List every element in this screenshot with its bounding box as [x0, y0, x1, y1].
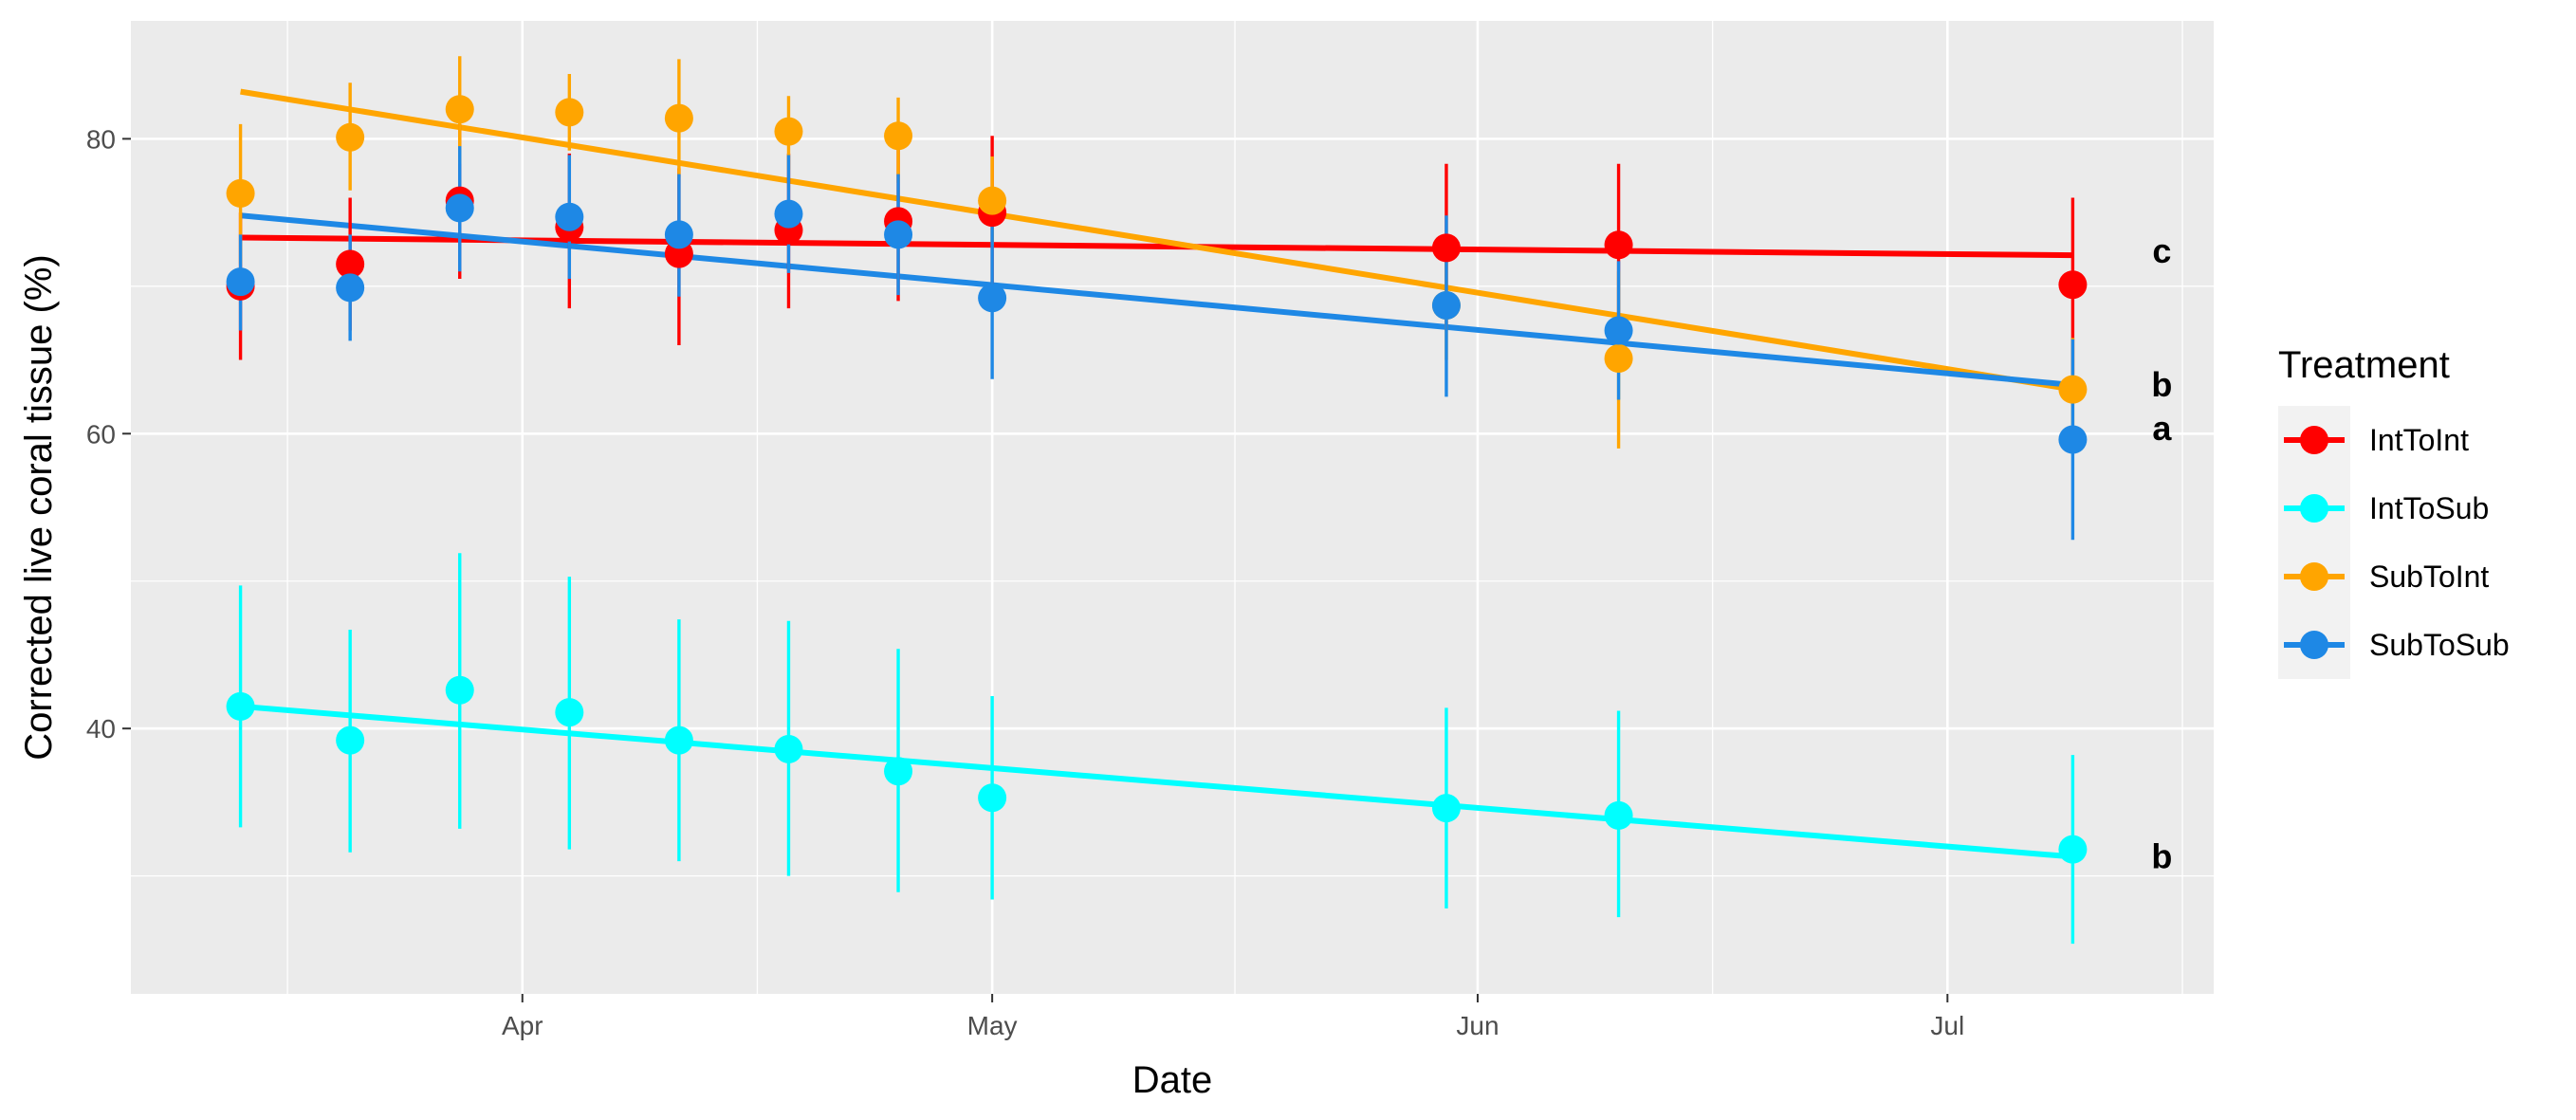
data-point-subtosub	[336, 273, 365, 303]
data-point-subtoint	[555, 98, 584, 127]
data-point-subtoint	[978, 186, 1007, 215]
x-tick-label: Jun	[1456, 1011, 1499, 1040]
y-tick-label: 40	[86, 714, 116, 744]
data-point-inttosub	[1431, 794, 1461, 823]
data-point-inttoint	[2058, 270, 2088, 300]
data-point-inttoint	[336, 249, 365, 279]
x-axis-ticks: Apr May Jun Jul	[502, 994, 1964, 1040]
data-point-subtosub	[2058, 425, 2088, 454]
legend: Treatment IntToInt IntToSub SubToInt SubToS…	[2278, 344, 2510, 679]
legend-label-subtosub: SubToSub	[2369, 628, 2510, 662]
legend-key-point-subtosub	[2300, 631, 2328, 659]
x-axis-title: Date	[1132, 1059, 1213, 1101]
data-point-inttosub	[884, 757, 913, 786]
legend-key-point-inttoint	[2300, 426, 2328, 454]
data-point-subtoint	[445, 95, 474, 124]
data-point-subtosub	[884, 220, 913, 249]
y-axis-title: Corrected live coral tissue (%)	[18, 254, 60, 761]
trend-line-subtosub	[240, 212, 2073, 388]
data-point-inttosub	[2058, 835, 2088, 864]
data-point-inttosub	[336, 725, 365, 755]
data-point-subtosub	[664, 220, 693, 249]
data-point-subtosub	[1431, 291, 1461, 321]
y-tick-label: 80	[86, 124, 116, 154]
data-point-inttoint	[1431, 233, 1461, 263]
annotation-subtosub: b	[2151, 365, 2172, 404]
data-point-inttosub	[445, 675, 474, 705]
data-point-inttosub	[1604, 800, 1633, 830]
x-tick-label: Jul	[1930, 1011, 1964, 1040]
annotation-inttosub: b	[2151, 836, 2172, 875]
data-point-inttoint	[1604, 230, 1633, 260]
legend-label-subtoint: SubToInt	[2369, 560, 2489, 594]
trend-lines	[240, 88, 2073, 860]
legend-key-point-subtoint	[2300, 562, 2328, 591]
data-point-inttosub	[226, 691, 255, 721]
grid-minor	[131, 21, 2214, 994]
data-point-subtoint	[774, 117, 803, 146]
legend-items: IntToInt IntToSub SubToInt SubToSub	[2278, 406, 2510, 679]
legend-label-inttosub: IntToSub	[2369, 491, 2489, 525]
data-point-subtosub	[226, 267, 255, 297]
x-tick-label: May	[967, 1011, 1018, 1040]
data-point-subtosub	[555, 202, 584, 231]
data-point-inttosub	[774, 734, 803, 763]
trend-line-inttoint	[240, 234, 2073, 259]
data-point-subtoint	[2058, 375, 2088, 404]
data-point-subtosub	[978, 284, 1007, 313]
data-point-subtosub	[445, 193, 474, 223]
y-tick-label: 60	[86, 419, 116, 449]
data-point-subtoint	[1604, 343, 1633, 373]
data-point-subtoint	[336, 122, 365, 152]
trend-line-inttosub	[240, 703, 2073, 860]
legend-label-inttoint: IntToInt	[2369, 423, 2469, 457]
trend-line-subtoint	[240, 88, 2073, 393]
data-point-subtoint	[664, 103, 693, 133]
y-axis-ticks: 40 60 80	[86, 124, 131, 744]
legend-key-point-inttosub	[2300, 494, 2328, 523]
data-point-subtosub	[774, 199, 803, 229]
data-point-inttosub	[664, 725, 693, 755]
data-point-subtoint	[884, 121, 913, 151]
data-point-subtosub	[1604, 316, 1633, 345]
annotation-inttoint: c	[2152, 231, 2171, 270]
annotation-subtoint: a	[2152, 409, 2172, 448]
data-point-inttosub	[555, 698, 584, 727]
data-point-inttosub	[978, 783, 1007, 813]
x-tick-label: Apr	[502, 1011, 543, 1040]
legend-title: Treatment	[2278, 344, 2450, 386]
panel-background	[131, 21, 2214, 994]
data-point-subtoint	[226, 178, 255, 208]
data-points	[226, 95, 2088, 864]
